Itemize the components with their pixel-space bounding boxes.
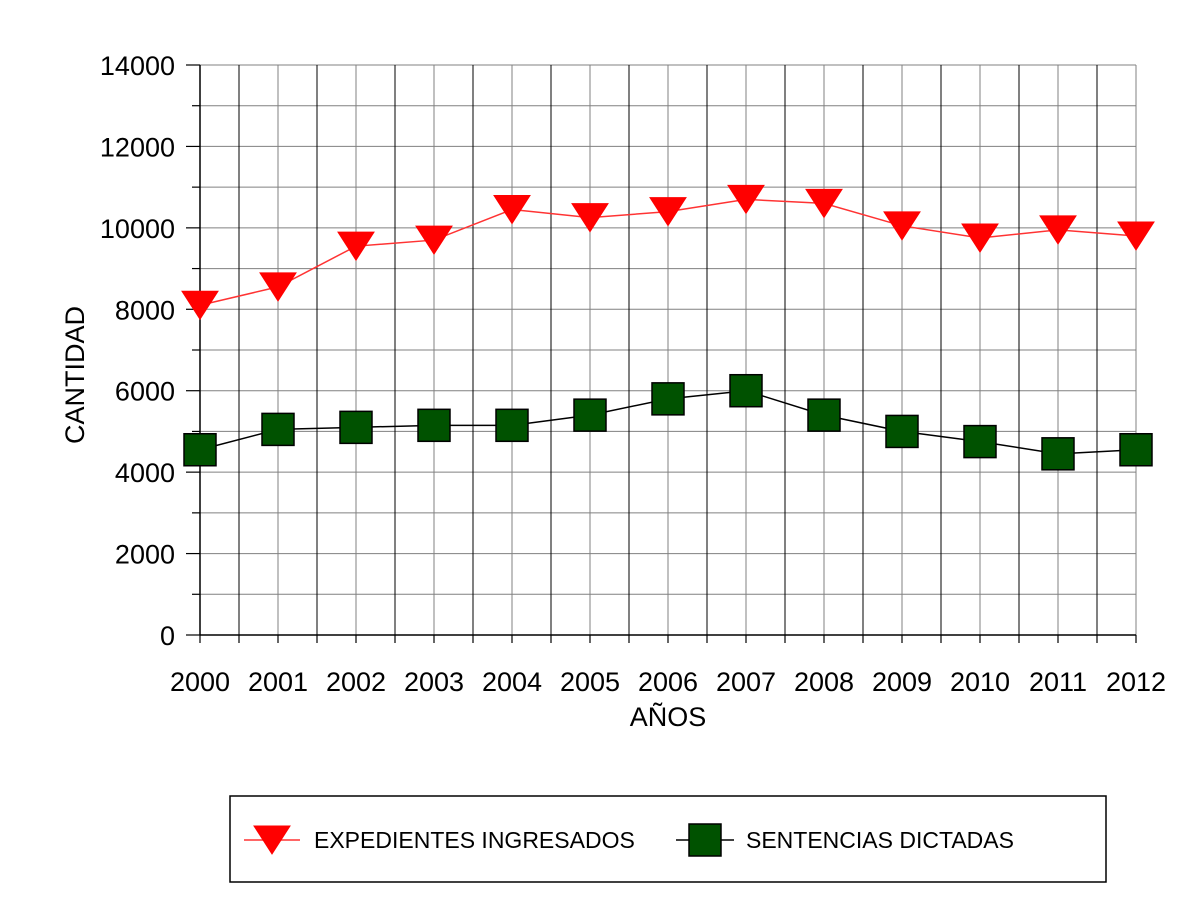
y-tick-label: 12000 (100, 132, 175, 162)
data-point (571, 203, 609, 233)
legend-marker (688, 823, 722, 857)
data-point (885, 414, 919, 449)
data-point (181, 290, 219, 321)
data-point (261, 412, 295, 447)
data-point (339, 410, 373, 445)
data-point (417, 408, 451, 443)
data-point (495, 408, 529, 443)
legend-marker (253, 825, 291, 855)
data-point (961, 223, 999, 253)
data-point (415, 225, 453, 255)
data-point (259, 272, 297, 302)
legend-box (229, 795, 1107, 883)
data-point (493, 195, 531, 225)
data-point (963, 424, 997, 459)
data-point (1039, 215, 1077, 245)
y-tick-label: 4000 (115, 458, 175, 488)
data-point (1119, 433, 1153, 467)
data-point (729, 373, 763, 408)
axes (186, 64, 1137, 643)
y-tick-label: 10000 (100, 214, 175, 244)
data-point (651, 382, 685, 416)
legend-label: SENTENCIAS DICTADAS (746, 827, 1014, 853)
data-point (337, 231, 375, 262)
series (181, 184, 1155, 471)
x-tick-label: 2010 (950, 667, 1010, 697)
x-tick-label: 2008 (794, 667, 854, 697)
y-tick-label: 8000 (115, 295, 175, 325)
x-axis-title: AÑOS (630, 701, 707, 732)
data-point (1117, 221, 1155, 251)
legend: EXPEDIENTES INGRESADOS SENTENCIAS DICTADA… (229, 795, 1107, 883)
data-point (807, 398, 841, 432)
series-2 (183, 373, 1153, 471)
y-tick-label: 14000 (100, 51, 175, 81)
data-point (573, 398, 607, 432)
x-tick-label: 2002 (326, 667, 386, 697)
x-tick-label: 2003 (404, 667, 464, 697)
x-tick-label: 2009 (872, 667, 932, 697)
y-axis-title: CANTIDAD (60, 306, 90, 444)
x-tick-label: 2004 (482, 667, 542, 697)
data-point (805, 188, 843, 219)
legend-item: EXPEDIENTES INGRESADOS (244, 825, 635, 855)
x-tick-label: 2011 (1029, 667, 1087, 697)
x-tick-label: 2000 (170, 667, 230, 697)
data-point (1041, 437, 1075, 471)
x-tick-label: 2006 (638, 667, 698, 697)
data-point (183, 433, 217, 467)
x-tick-label: 2012 (1106, 667, 1166, 697)
data-point (883, 211, 921, 241)
legend-label: EXPEDIENTES INGRESADOS (314, 827, 635, 853)
x-tick-label: 2001 (248, 667, 308, 697)
data-point (649, 197, 687, 227)
x-tick-label: 2007 (716, 667, 776, 697)
y-tick-label: 2000 (115, 540, 175, 570)
y-tick-labels: 0 2000 4000 6000 8000 10000 12000 14000 (100, 51, 175, 651)
y-tick-label: 0 (160, 621, 175, 651)
y-tick-label: 6000 (115, 377, 175, 407)
series-1 (181, 184, 1155, 321)
legend-item: SENTENCIAS DICTADAS (676, 823, 1014, 857)
legend-items: EXPEDIENTES INGRESADOS SENTENCIAS DICTADA… (244, 823, 1014, 857)
grid (200, 64, 1137, 635)
data-point (727, 184, 765, 215)
x-tick-labels: 2000 2001 2002 2003 2004 2005 2006 2007 2008 2009… (170, 667, 1166, 697)
x-tick-label: 2005 (560, 667, 620, 697)
